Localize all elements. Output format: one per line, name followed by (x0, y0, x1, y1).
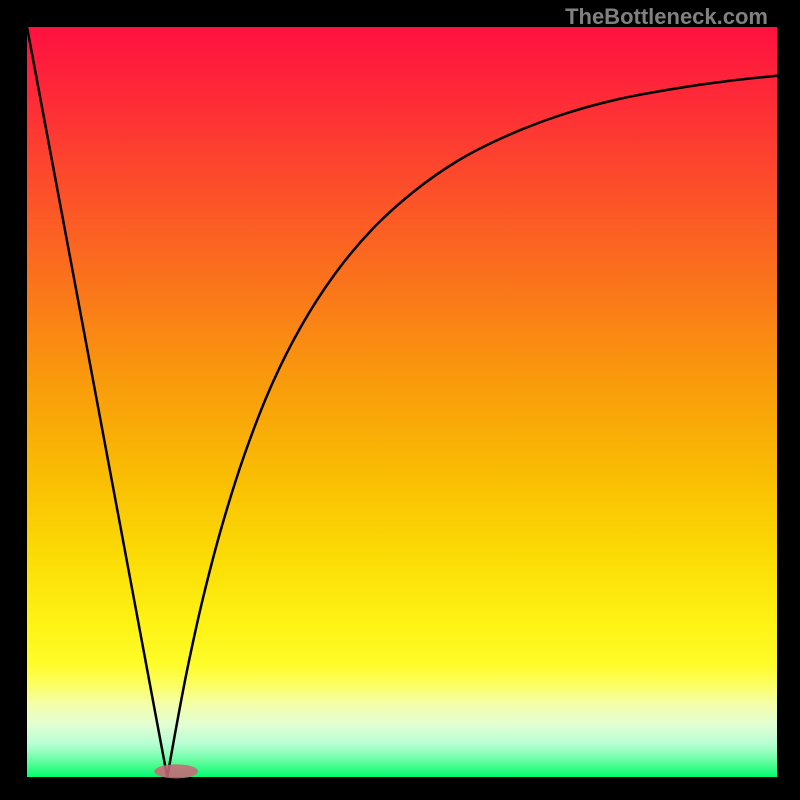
plot-background (27, 27, 777, 777)
bottleneck-chart (0, 0, 800, 800)
optimal-marker (154, 764, 198, 778)
watermark-text: TheBottleneck.com (565, 4, 768, 30)
chart-wrapper: TheBottleneck.com (0, 0, 800, 800)
